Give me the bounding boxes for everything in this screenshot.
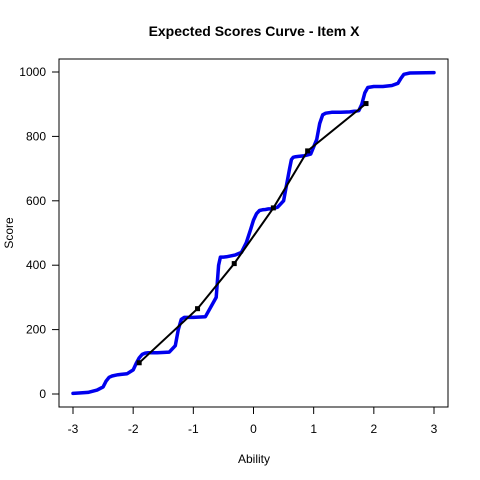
y-axis-label: Score bbox=[2, 217, 16, 249]
x-tick-label: 1 bbox=[310, 422, 317, 436]
x-tick-label: -3 bbox=[68, 422, 79, 436]
x-tick-label: -2 bbox=[128, 422, 139, 436]
observed-score-line bbox=[138, 102, 367, 364]
y-axis: 0 200 400 600 800 1000 bbox=[19, 65, 60, 401]
y-tick-label: 200 bbox=[26, 323, 46, 337]
observed-score-point bbox=[363, 101, 369, 107]
chart-title: Expected Scores Curve - Item X bbox=[149, 23, 361, 39]
x-tick-label: 0 bbox=[250, 422, 257, 436]
observed-score-point bbox=[231, 261, 237, 267]
x-tick-label: -1 bbox=[188, 422, 199, 436]
y-tick-label: 800 bbox=[26, 129, 46, 143]
observed-score-point bbox=[195, 306, 201, 312]
observed-score-point bbox=[270, 205, 276, 211]
y-tick-label: 400 bbox=[26, 258, 46, 272]
expected-curve-line bbox=[71, 70, 436, 396]
y-tick-label: 1000 bbox=[19, 65, 46, 79]
y-tick-label: 600 bbox=[26, 194, 46, 208]
x-tick-label: 3 bbox=[431, 422, 438, 436]
observed-score-point bbox=[305, 148, 311, 154]
x-axis: -3 -2 -1 0 1 2 3 bbox=[68, 406, 438, 436]
x-axis-label: Ability bbox=[238, 452, 270, 466]
observed-score-point bbox=[136, 360, 142, 366]
series-layer bbox=[71, 70, 436, 396]
x-tick-label: 2 bbox=[370, 422, 377, 436]
y-tick-label: 0 bbox=[39, 387, 46, 401]
